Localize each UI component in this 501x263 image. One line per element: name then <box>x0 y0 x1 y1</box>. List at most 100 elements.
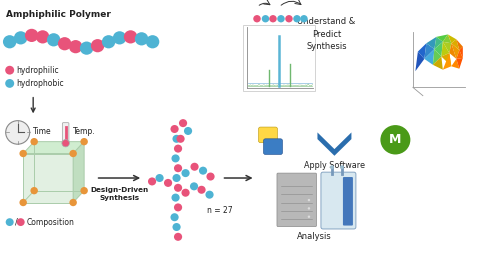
Polygon shape <box>434 37 443 49</box>
Circle shape <box>269 15 277 22</box>
FancyBboxPatch shape <box>277 173 317 226</box>
Circle shape <box>262 15 269 22</box>
Circle shape <box>5 79 14 88</box>
Polygon shape <box>424 49 434 65</box>
Text: Apply Software: Apply Software <box>304 161 365 170</box>
Polygon shape <box>433 49 441 65</box>
Circle shape <box>179 119 187 127</box>
Circle shape <box>70 199 77 206</box>
Text: Time: Time <box>33 127 52 136</box>
Circle shape <box>253 15 261 22</box>
Circle shape <box>36 30 50 43</box>
Circle shape <box>146 35 159 48</box>
Circle shape <box>31 187 38 194</box>
Polygon shape <box>415 52 424 71</box>
Polygon shape <box>456 50 463 59</box>
Circle shape <box>205 191 213 199</box>
Circle shape <box>171 154 180 163</box>
Circle shape <box>80 42 93 55</box>
Circle shape <box>170 213 179 221</box>
Polygon shape <box>451 59 459 69</box>
Circle shape <box>285 15 293 22</box>
Circle shape <box>308 207 310 210</box>
Circle shape <box>148 178 156 185</box>
Circle shape <box>190 182 198 190</box>
FancyBboxPatch shape <box>63 123 69 143</box>
Polygon shape <box>456 58 463 69</box>
Polygon shape <box>451 43 459 59</box>
Polygon shape <box>448 34 456 43</box>
Circle shape <box>113 31 126 44</box>
Circle shape <box>190 163 198 171</box>
Polygon shape <box>23 154 73 203</box>
Polygon shape <box>318 133 351 156</box>
Circle shape <box>206 173 214 181</box>
Circle shape <box>174 184 182 192</box>
Circle shape <box>181 189 190 197</box>
Polygon shape <box>426 37 436 49</box>
Circle shape <box>124 30 137 43</box>
Circle shape <box>300 15 308 22</box>
Circle shape <box>340 165 344 169</box>
Polygon shape <box>441 42 449 57</box>
Circle shape <box>62 140 70 147</box>
Polygon shape <box>73 142 84 203</box>
Circle shape <box>176 135 185 143</box>
Polygon shape <box>424 43 434 59</box>
Circle shape <box>172 174 181 182</box>
Circle shape <box>155 174 164 182</box>
Circle shape <box>6 218 14 226</box>
Circle shape <box>174 145 182 153</box>
Polygon shape <box>451 39 459 50</box>
Polygon shape <box>418 43 426 59</box>
Text: Temp.: Temp. <box>73 127 95 136</box>
Circle shape <box>174 203 182 211</box>
Polygon shape <box>23 142 84 154</box>
Circle shape <box>14 31 28 44</box>
Polygon shape <box>434 42 443 57</box>
Circle shape <box>380 125 410 154</box>
Circle shape <box>256 126 286 155</box>
Polygon shape <box>443 42 451 53</box>
Circle shape <box>80 187 88 194</box>
Circle shape <box>80 138 88 145</box>
Circle shape <box>164 179 172 187</box>
Circle shape <box>308 215 310 218</box>
Polygon shape <box>456 39 463 50</box>
Circle shape <box>277 15 285 22</box>
Circle shape <box>17 218 25 226</box>
Circle shape <box>330 165 334 169</box>
Polygon shape <box>441 53 451 66</box>
Polygon shape <box>459 47 463 58</box>
Circle shape <box>58 37 71 50</box>
Circle shape <box>197 186 205 194</box>
Circle shape <box>20 199 27 206</box>
Circle shape <box>102 35 115 48</box>
FancyBboxPatch shape <box>259 127 278 143</box>
FancyBboxPatch shape <box>343 177 353 226</box>
Circle shape <box>5 66 14 75</box>
Polygon shape <box>436 34 448 42</box>
Circle shape <box>20 150 27 157</box>
Text: M: M <box>389 133 402 146</box>
Text: /: / <box>15 218 21 227</box>
Text: Amphiphilic Polymer: Amphiphilic Polymer <box>6 10 111 19</box>
Circle shape <box>174 164 182 172</box>
Circle shape <box>47 33 61 47</box>
Circle shape <box>25 29 39 42</box>
Circle shape <box>308 199 310 201</box>
FancyBboxPatch shape <box>321 172 356 229</box>
Circle shape <box>181 169 190 177</box>
Circle shape <box>6 121 30 144</box>
Circle shape <box>31 138 38 145</box>
Text: Composition: Composition <box>27 218 75 227</box>
Circle shape <box>293 15 301 22</box>
Text: hydrophilic: hydrophilic <box>17 66 59 75</box>
Circle shape <box>91 39 104 52</box>
Circle shape <box>170 125 179 133</box>
Polygon shape <box>443 53 451 70</box>
Polygon shape <box>449 43 456 59</box>
Circle shape <box>199 167 207 175</box>
Circle shape <box>184 127 192 135</box>
Circle shape <box>135 32 148 45</box>
